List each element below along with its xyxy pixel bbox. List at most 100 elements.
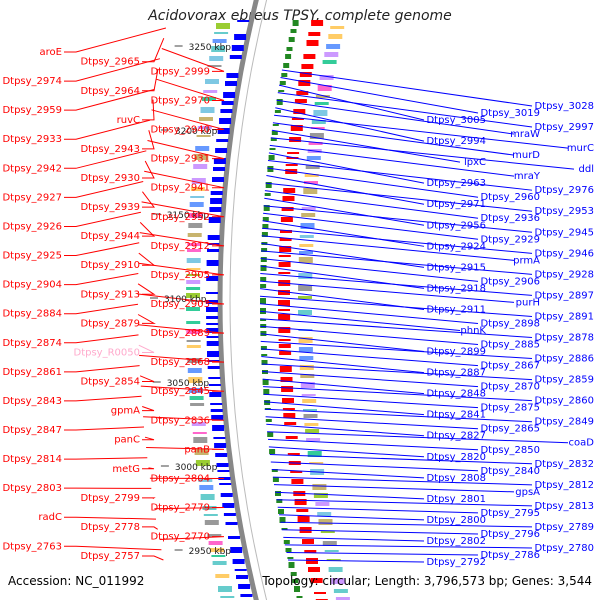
feature-block: [326, 44, 341, 49]
right-gene-label: Dtpsy_2800: [426, 515, 486, 526]
feature-block: [287, 557, 294, 559]
feature-block: [285, 548, 292, 552]
right-leader-line: [262, 378, 425, 395]
feature-block: [272, 477, 279, 482]
feature-block: [324, 550, 339, 552]
left-leader-line: [142, 497, 156, 500]
right-leader-line: [259, 303, 479, 324]
feature-block: [194, 449, 209, 455]
feature-block: [261, 354, 268, 356]
feature-block: [216, 139, 229, 142]
right-gene-label: Dtpsy_2867: [480, 361, 540, 372]
feature-block: [302, 539, 314, 544]
reverse-cds-track: [206, 20, 253, 597]
feature-block: [313, 493, 328, 498]
feature-block: [206, 307, 218, 312]
right-leader-line: [271, 469, 425, 479]
feature-block: [208, 217, 221, 223]
right-gene-label: murC: [567, 143, 594, 154]
cog-track-inner: [186, 23, 235, 598]
feature-block: [212, 39, 227, 43]
feature-block: [194, 154, 209, 160]
right-leader-line: [263, 212, 479, 240]
feature-block: [219, 118, 232, 124]
feature-block: [208, 377, 221, 379]
right-gene-label: Dtpsy_2994: [426, 136, 486, 147]
feature-block: [217, 470, 230, 472]
feature-block: [215, 574, 230, 578]
left-gene-label: Dtpsy_2912: [150, 241, 210, 252]
feature-block: [283, 540, 290, 544]
feature-block: [220, 109, 233, 113]
feature-block: [209, 392, 222, 397]
left-gene-label: Dtpsy_2927: [2, 192, 62, 203]
feature-block: [308, 142, 323, 145]
right-leader-line: [268, 152, 425, 184]
right-gene-label: Dtpsy_2906: [480, 276, 540, 287]
genome-backbone: [217, 0, 259, 600]
feature-block: [330, 26, 345, 29]
left-gene-label: Dtpsy_2905: [150, 270, 210, 281]
left-leader-line: [142, 160, 155, 179]
feature-block: [314, 592, 326, 594]
feature-block: [305, 429, 320, 433]
left-leader-line: [137, 283, 156, 295]
right-leader-line: [275, 491, 425, 500]
feature-block: [186, 329, 201, 334]
feature-block: [188, 213, 203, 218]
feature-block: [186, 321, 201, 324]
right-gene-label: Dtpsy_2802: [426, 536, 486, 547]
feature-block: [306, 40, 319, 46]
feature-block: [192, 432, 207, 434]
feature-block: [301, 64, 314, 69]
feature-block: [225, 81, 237, 86]
feature-block: [319, 75, 334, 80]
feature-block: [296, 596, 303, 598]
feature-block: [267, 166, 274, 172]
feature-block: [261, 232, 268, 237]
left-leader-line: [144, 170, 225, 189]
feature-block: [305, 165, 320, 169]
left-gene-label: Dtpsy_2854: [80, 377, 140, 388]
feature-block: [322, 60, 337, 64]
feature-block: [288, 562, 295, 568]
left-gene-label: Dtpsy_2770: [150, 532, 210, 543]
right-gene-label: mraW: [510, 129, 540, 140]
right-leader-line: [283, 536, 425, 542]
feature-block: [278, 300, 290, 306]
feature-block: [186, 280, 201, 284]
left-gene-label: Dtpsy_2943: [80, 144, 140, 155]
feature-block: [186, 307, 200, 311]
feature-block: [190, 187, 205, 191]
right-gene-label: Dtpsy_2899: [426, 347, 486, 358]
right-gene-label: Dtpsy_2827: [426, 431, 486, 442]
left-leader-line: [64, 119, 151, 140]
left-leader-line: [143, 416, 225, 421]
right-gene-label: Dtpsy_2960: [480, 192, 540, 203]
right-leader-line: [273, 484, 515, 493]
left-leader-line: [64, 27, 167, 53]
right-gene-label: Dtpsy_2945: [534, 227, 594, 238]
ruler-label: 3250 kbp: [189, 43, 232, 53]
left-gene-label: aroE: [40, 47, 62, 58]
right-leader-line: [281, 529, 479, 535]
feature-block: [279, 246, 292, 252]
feature-block: [206, 316, 219, 319]
label-text-layer: 3250 kbp 3200 kbp 3150 kbp 3100 kbp 3050 kbp…: [2, 43, 594, 568]
feature-block: [276, 499, 283, 503]
feature-block: [326, 559, 341, 561]
feature-block: [210, 409, 223, 412]
left-leader-line: [142, 406, 155, 412]
feature-block: [313, 110, 328, 116]
right-gene-label: purH: [516, 297, 540, 308]
feature-block: [309, 133, 324, 139]
left-gene-label: Dtpsy_2757: [80, 551, 140, 562]
feature-block: [290, 471, 303, 473]
feature-block: [310, 127, 325, 129]
feature-block: [222, 503, 235, 508]
left-gene-label: Dtpsy_2913: [80, 289, 140, 300]
left-gene-label: Dtpsy_2925: [2, 251, 62, 262]
right-leader-line: [260, 333, 425, 353]
feature-block: [207, 366, 220, 369]
right-leader-line: [269, 144, 515, 177]
